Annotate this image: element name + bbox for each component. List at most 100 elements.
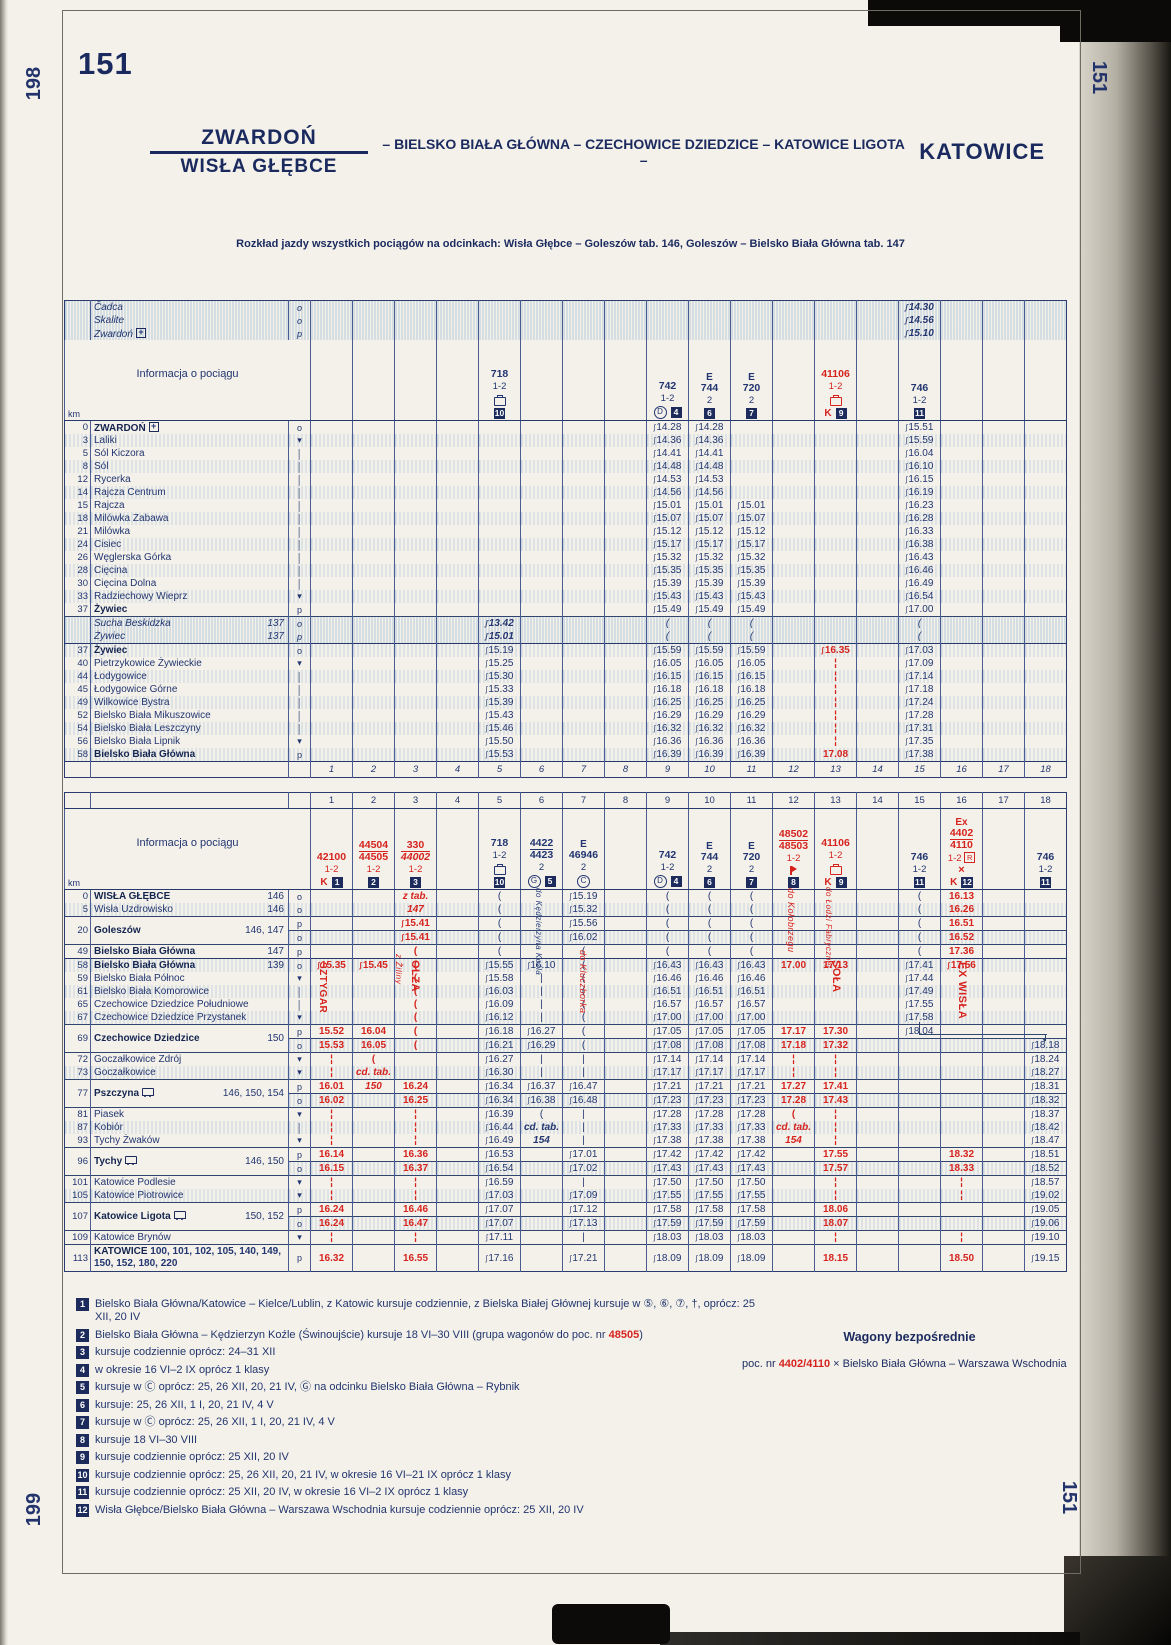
time-cell	[310, 903, 353, 917]
time-cell	[478, 499, 521, 512]
time-cell: ʃ16.05	[646, 657, 689, 670]
time-cell	[982, 1093, 1025, 1108]
time-cell: (	[394, 958, 437, 972]
connecting-tables: 146, 150	[245, 1156, 284, 1167]
time-cell	[310, 499, 353, 512]
time-cell: ʃ17.58	[688, 1202, 731, 1217]
time-cell: ʃ16.59	[478, 1175, 521, 1189]
time-cell: ¦	[394, 1121, 437, 1134]
footnote-mark: 9	[835, 408, 847, 419]
time-cell: ʃ15.43	[478, 709, 521, 722]
connecting-tables: 137	[267, 631, 284, 642]
time-cell: ʃ16.25	[646, 696, 689, 709]
km-cell: 0	[82, 891, 88, 902]
train-number: 720	[742, 851, 761, 863]
arrival-departure-mark: │	[288, 499, 311, 512]
km-cell: 107	[64, 1202, 91, 1231]
station-name: Łodygowice Górne	[94, 684, 178, 695]
time-cell: (	[352, 1052, 395, 1066]
time-cell	[562, 486, 605, 499]
footnote-number: 9	[76, 1451, 89, 1464]
time-cell: ¦	[310, 1134, 353, 1148]
time-cell	[898, 1244, 941, 1272]
train-info: 41106 1-2 K 9	[816, 342, 855, 420]
time-cell	[772, 1189, 815, 1203]
train-number: 4422 4423	[529, 837, 554, 861]
time-cell: (	[898, 944, 941, 959]
time-cell	[352, 972, 395, 985]
time-cell: ʃ16.09	[478, 998, 521, 1011]
train-number: 746	[910, 382, 929, 394]
train-name-label: SZTYGAR	[317, 962, 328, 1014]
column-number: 12	[772, 761, 815, 778]
train-number: 718	[490, 837, 509, 849]
time-cell	[436, 538, 479, 551]
time-cell: ʃ17.21	[730, 1079, 773, 1094]
time-cell	[352, 709, 395, 722]
time-cell	[562, 314, 605, 327]
time-cell	[394, 420, 437, 434]
time-cell	[856, 434, 899, 447]
station-cell: Radziechowy Wieprz	[90, 590, 289, 603]
time-cell	[352, 1011, 395, 1025]
time-cell: ʃ17.23	[688, 1093, 731, 1108]
time-cell	[352, 670, 395, 683]
time-cell	[982, 930, 1025, 945]
time-cell	[352, 998, 395, 1011]
time-cell	[436, 683, 479, 696]
station-name: Łodygowice	[94, 671, 147, 682]
km-cell: 96	[64, 1147, 91, 1176]
time-cell	[520, 512, 563, 525]
time-cell	[1024, 603, 1067, 617]
time-cell	[520, 1230, 563, 1245]
time-cell: ʃ19.15	[1024, 1244, 1067, 1272]
footnote-number: 7	[76, 1416, 89, 1429]
km-cell: 28	[64, 564, 91, 577]
time-cell: ʃ16.18	[478, 1024, 521, 1039]
time-cell: ʃ16.36	[646, 735, 689, 748]
arrival-departure-mark: p	[288, 1244, 311, 1272]
time-cell: ʃ15.55	[478, 958, 521, 972]
station-cell: Katowice Brynów	[90, 1230, 289, 1245]
footnote: 5 kursuje w Ⓒ oprócz: 25, 26 XII, 20, 21 …	[76, 1381, 766, 1394]
time-cell: ʃ14.28	[688, 420, 731, 434]
train-name-label: OLZA	[409, 960, 421, 992]
station-name: Milówka Zabawa	[94, 513, 169, 524]
time-cell: ʃ15.01	[646, 499, 689, 512]
station-name: Bielsko Biała Lipnik	[94, 736, 181, 747]
time-cell	[436, 944, 479, 959]
time-cell	[772, 998, 815, 1011]
time-cell	[394, 630, 437, 644]
time-cell	[394, 300, 437, 314]
time-cell	[688, 327, 731, 340]
train-name-label: z Žiliny	[394, 954, 404, 985]
time-cell: ʃ16.38	[520, 1093, 563, 1108]
time-cell: (	[478, 944, 521, 959]
time-cell: ʃ17.43	[646, 1161, 689, 1176]
time-cell: ʃ17.17	[646, 1066, 689, 1080]
connecting-tables: 146, 150, 154	[222, 1088, 284, 1099]
time-cell: ʃ16.19	[898, 486, 941, 499]
time-cell	[772, 930, 815, 945]
time-cell: ʃ16.54	[478, 1161, 521, 1176]
time-cell	[940, 709, 983, 722]
arrival-departure-mark: o	[288, 958, 311, 972]
time-cell	[310, 525, 353, 538]
station-name: ZWARDOŃ	[94, 422, 146, 434]
time-cell	[982, 1107, 1025, 1121]
time-cell: cd. tab.	[772, 1121, 815, 1134]
time-cell: ʃ16.57	[688, 998, 731, 1011]
time-cell	[352, 1107, 395, 1121]
time-cell: (	[730, 630, 773, 644]
time-cell	[436, 958, 479, 972]
time-cell: ʃ14.56	[688, 486, 731, 499]
km-cell: 18	[64, 512, 91, 525]
arrival-departure-mark: p	[288, 603, 311, 617]
footnote-mark: 4	[670, 407, 682, 418]
train-info: 44504 44505 1-2 2	[354, 811, 393, 889]
time-cell	[562, 434, 605, 447]
column-number: 16	[940, 761, 983, 778]
time-cell	[940, 590, 983, 603]
time-cell: 17.43	[814, 1093, 857, 1108]
time-cell	[436, 748, 479, 762]
